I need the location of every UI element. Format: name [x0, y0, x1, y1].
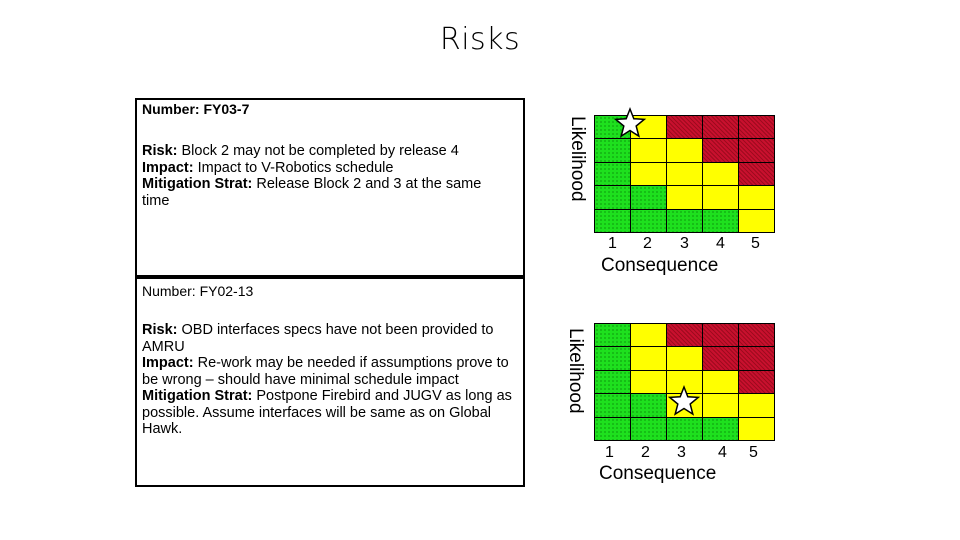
- matrix-cell-red: [702, 115, 739, 140]
- matrix-cell-yellow: [666, 346, 703, 371]
- matrix-cell-yellow: [702, 185, 739, 210]
- matrix-cell-green: [630, 185, 667, 210]
- risk-label: Risk:: [142, 322, 178, 338]
- consequence-tick: 4: [716, 235, 725, 252]
- risk-card-1: [135, 98, 525, 277]
- matrix-cell-green: [702, 416, 739, 441]
- risk-number-2: Number: FY02-13: [142, 283, 254, 299]
- matrix-cell-red: [738, 323, 775, 348]
- consequence-tick: 3: [677, 444, 686, 461]
- consequence-tick: 1: [605, 444, 614, 461]
- matrix-cell-red: [738, 115, 775, 140]
- matrix-cell-red: [666, 323, 703, 348]
- risk-matrix-2: [594, 323, 775, 441]
- matrix-cell-green: [594, 208, 631, 233]
- risk-text: OBD interfaces specs have not been provi…: [142, 322, 494, 355]
- risk-text: Block 2 may not be completed by release …: [177, 143, 459, 159]
- matrix-cell-yellow: [702, 161, 739, 187]
- matrix-cell-green: [594, 323, 631, 348]
- matrix-cell-red: [702, 138, 739, 163]
- mitigation-label: Mitigation Strat:: [142, 176, 253, 192]
- consequence-tick: 5: [751, 235, 760, 252]
- risk-card-2: [135, 277, 525, 487]
- matrix-cell-yellow: [666, 138, 703, 163]
- impact-text: Impact to V-Robotics schedule: [193, 159, 394, 176]
- matrix-cell-green: [594, 416, 631, 441]
- risk-matrix-1: [594, 106, 775, 233]
- star-icon: [613, 106, 647, 138]
- matrix-cell-yellow: [702, 369, 739, 395]
- mitigation-label: Mitigation Strat:: [142, 388, 253, 404]
- matrix-cell-red: [738, 138, 775, 163]
- matrix-cell-yellow: [630, 138, 667, 163]
- matrix-cell-red: [738, 161, 775, 187]
- matrix-cell-yellow: [630, 323, 667, 348]
- matrix-cell-red: [738, 369, 775, 395]
- matrix-cell-green: [594, 138, 631, 163]
- risk-details-2: Risk: OBD interfaces specs have not been…: [142, 322, 520, 438]
- mitigation-text: Release Block 2 and 3 at the same time: [142, 176, 482, 209]
- matrix-cell-yellow: [738, 185, 775, 210]
- impact-label: Impact:: [142, 355, 194, 371]
- star-icon: [667, 384, 701, 416]
- matrix-cell-red: [702, 346, 739, 371]
- matrix-cell-yellow: [738, 393, 775, 418]
- matrix-cell-green: [630, 208, 667, 233]
- impact-label: Impact:: [142, 159, 194, 176]
- matrix-cell-green: [594, 161, 631, 187]
- page-title: Risks: [439, 22, 521, 57]
- consequence-tick: 4: [718, 444, 727, 461]
- matrix-cell-green: [594, 393, 631, 418]
- matrix-cell-yellow: [630, 161, 667, 187]
- risk-label: Risk:: [142, 143, 178, 159]
- mitigation-text: Postpone Firebird and JUGV as long as po…: [142, 388, 512, 437]
- matrix-cell-yellow: [666, 185, 703, 210]
- likelihood-label-2: Likelihood: [565, 328, 586, 414]
- consequence-tick: 3: [680, 235, 689, 252]
- matrix-cell-yellow: [738, 208, 775, 233]
- risk-number-1: Number: FY03-7: [142, 101, 250, 117]
- matrix-cell-yellow: [738, 416, 775, 441]
- matrix-cell-green: [594, 185, 631, 210]
- consequence-tick: 1: [608, 235, 617, 252]
- matrix-cell-red: [702, 323, 739, 348]
- impact-text: Re-work may be needed if assumptions pro…: [142, 355, 509, 388]
- matrix-cell-green: [630, 393, 667, 418]
- consequence-label-1: Consequence: [601, 255, 719, 276]
- consequence-label-2: Consequence: [599, 463, 717, 484]
- matrix-cell-red: [666, 115, 703, 140]
- consequence-tick: 2: [643, 235, 652, 252]
- matrix-cell-green: [666, 416, 703, 441]
- matrix-cell-green: [666, 208, 703, 233]
- matrix-cell-yellow: [630, 346, 667, 371]
- consequence-tick: 5: [749, 444, 758, 461]
- matrix-cell-yellow: [702, 393, 739, 418]
- matrix-cell-red: [738, 346, 775, 371]
- matrix-cell-yellow: [666, 161, 703, 187]
- likelihood-label-1: Likelihood: [567, 116, 588, 202]
- risk-details-1: Risk: Block 2 may not be completed by re…: [142, 143, 507, 209]
- matrix-cell-green: [594, 369, 631, 395]
- consequence-tick: 2: [641, 444, 650, 461]
- matrix-cell-green: [630, 416, 667, 441]
- matrix-cell-green: [594, 346, 631, 371]
- matrix-cell-yellow: [630, 369, 667, 395]
- matrix-cell-green: [702, 208, 739, 233]
